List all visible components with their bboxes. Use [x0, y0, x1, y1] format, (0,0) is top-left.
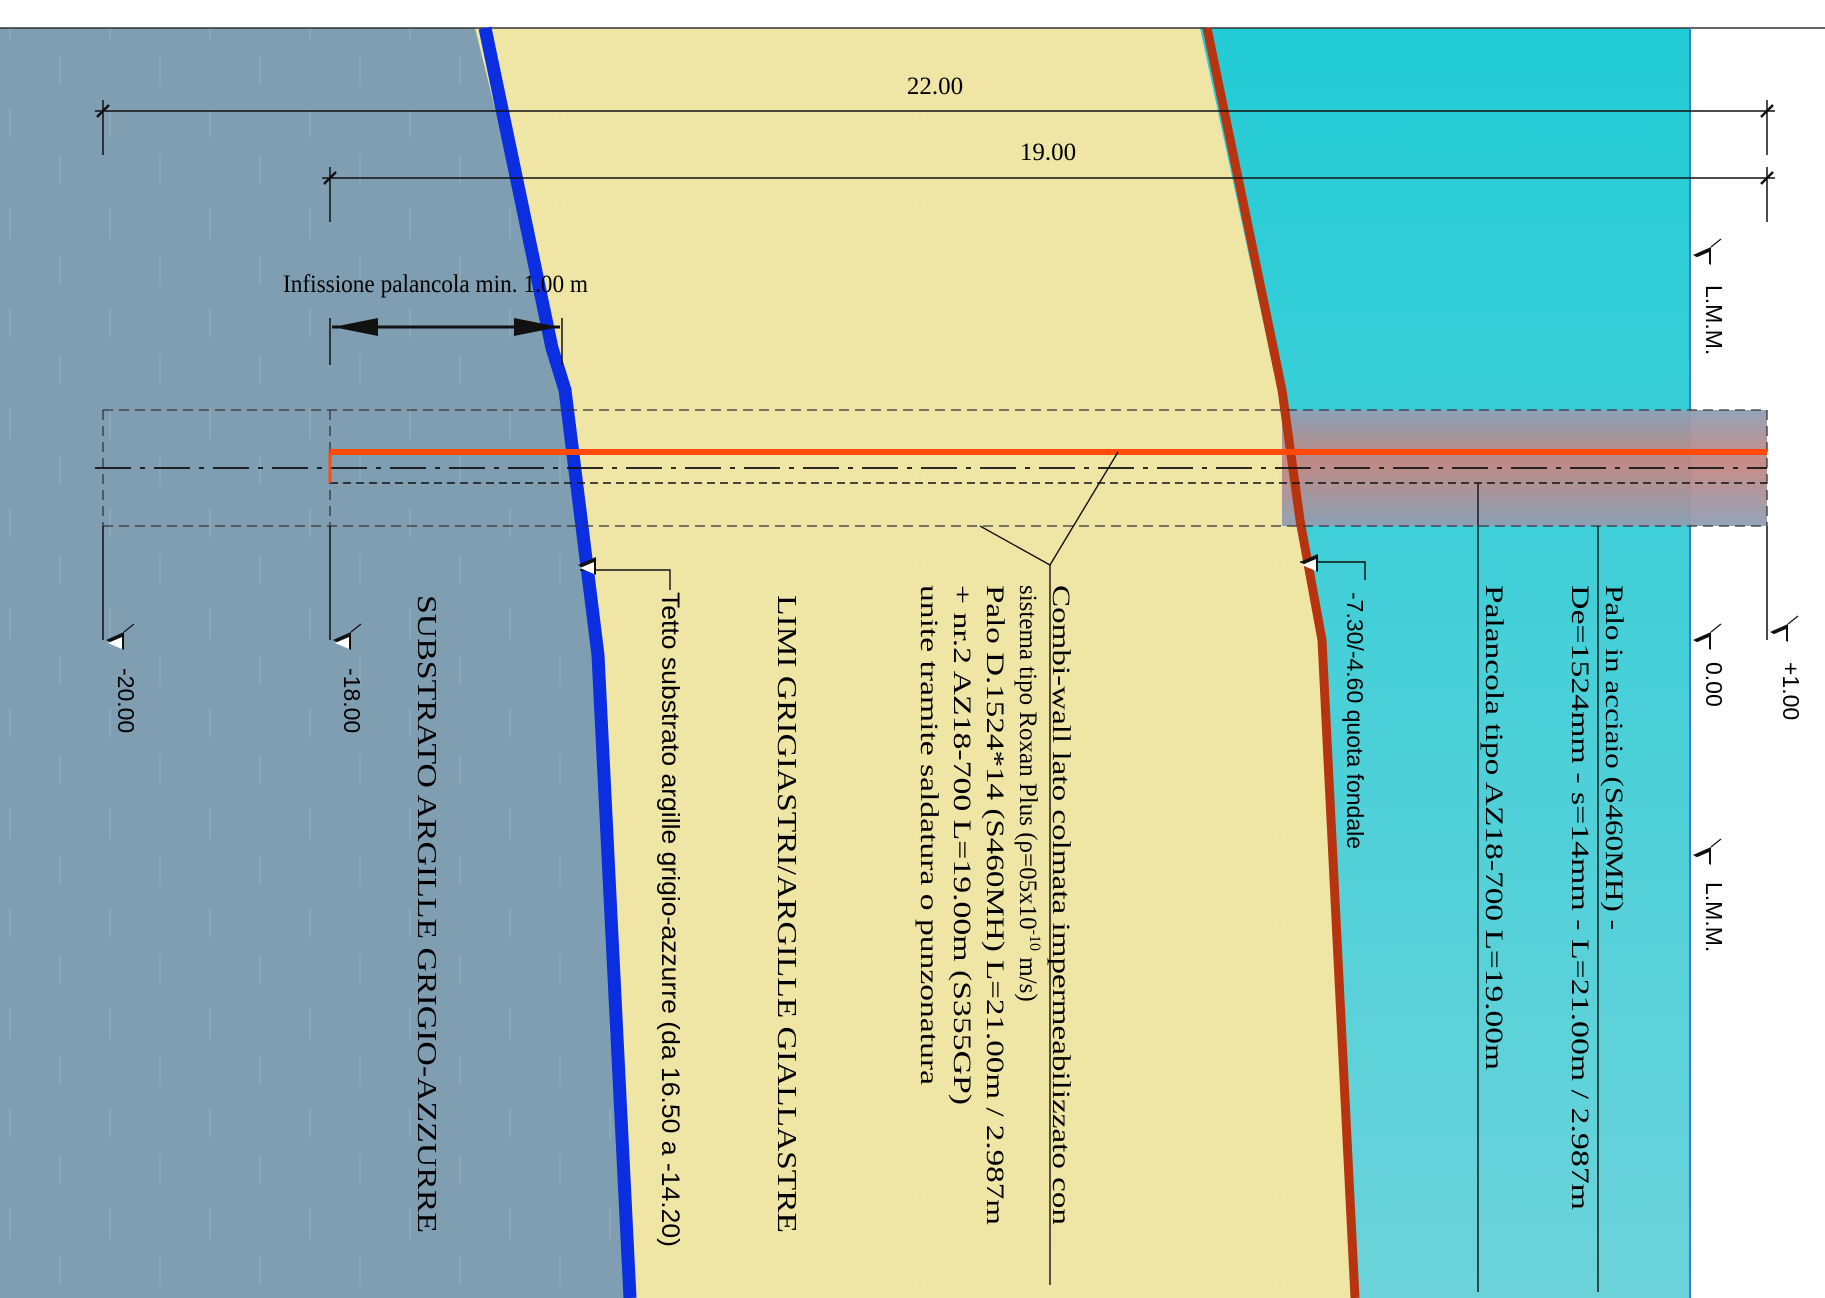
elev-zero: 0.00 [1701, 662, 1727, 707]
pile-note-line2: De=1524mm - s=14mm - L=21.00m / 2.987m [1566, 585, 1593, 1211]
combiwall-line2-pre: sistema tipo Roxan Plus (ρ=05x10 [1014, 585, 1041, 930]
marker-minus-20 [106, 623, 135, 650]
marker-minus-18 [333, 623, 362, 650]
elev-minus-20: -20.00 [113, 668, 139, 733]
marker-seabed [1300, 554, 1318, 572]
layer-substrate-label: SUBSTRATO ARGILLE GRIGIO-AZZURRE [412, 595, 442, 1233]
elev-lmm-top: L.M.M. [1701, 285, 1727, 355]
layer-silt-label: LIMI GRIGIASTRI/ARGILLE GIALLASTRE [772, 595, 802, 1233]
marker-zero [1693, 623, 1722, 650]
dim-overall-text: 22.00 [907, 73, 963, 100]
rotated-labels: L.M.M. +1.00 0.00 L.M.M. -18.00 -20.00 -… [113, 285, 1804, 1247]
elev-plus-one: +1.00 [1778, 662, 1804, 720]
silt-zone [475, 28, 1355, 1298]
soil-zones [0, 28, 1690, 1298]
substrate-top-line [478, 26, 637, 1298]
dim-pile-text: 19.00 [1020, 139, 1076, 166]
marker-lmm-bottom [1693, 838, 1722, 865]
pile-note-line1: Palo in acciaio (S460MH) - [1600, 585, 1627, 930]
combiwall-line4: + nr.2 AZ18-700 L=19.00m (S355GP) [948, 585, 975, 1105]
elev-seabed: -7.30/-4.60 quota fondale [1342, 592, 1368, 849]
combiwall-note: Combi-wall lato colmata impermeabilizzat… [915, 585, 1074, 1226]
leader-lines [580, 451, 1599, 1292]
combiwall-line2-sup: -10 [1026, 930, 1043, 951]
marker-plus-one [1770, 615, 1799, 642]
marker-substrate-top [578, 557, 596, 575]
embedment-arrow-left [333, 318, 378, 336]
combiwall-line3: Palo D.1524*14 (S460MH) L=21.00m / 2.987… [981, 585, 1008, 1226]
combiwall-line1: Combi-wall lato colmata impermeabilizzat… [1047, 585, 1074, 1226]
combiwall-line2: sistema tipo Roxan Plus (ρ=05x10-10 m/s) [1014, 585, 1043, 1002]
embedment-text: Infissione palancola min. 1.00 m [283, 271, 589, 298]
combiwall-line5: unite tramite saldatura o punzonatura [915, 585, 942, 1085]
seabed-line [1202, 27, 1360, 1298]
elev-lmm-bottom: L.M.M. [1701, 882, 1727, 952]
substrate-top-label: Tetto substrato argille grigio-azzurre (… [656, 592, 684, 1247]
elev-minus-18: -18.00 [339, 668, 365, 733]
water-zone [1200, 28, 1690, 1298]
embedment-arrow-right [514, 318, 559, 336]
marker-lmm-top [1693, 238, 1722, 265]
combiwall-line2-post: m/s) [1014, 951, 1041, 1002]
elevation-markers [106, 238, 1799, 865]
sheet-note: Palancola tipo AZ18-700 L=19.00m [1480, 585, 1507, 1071]
